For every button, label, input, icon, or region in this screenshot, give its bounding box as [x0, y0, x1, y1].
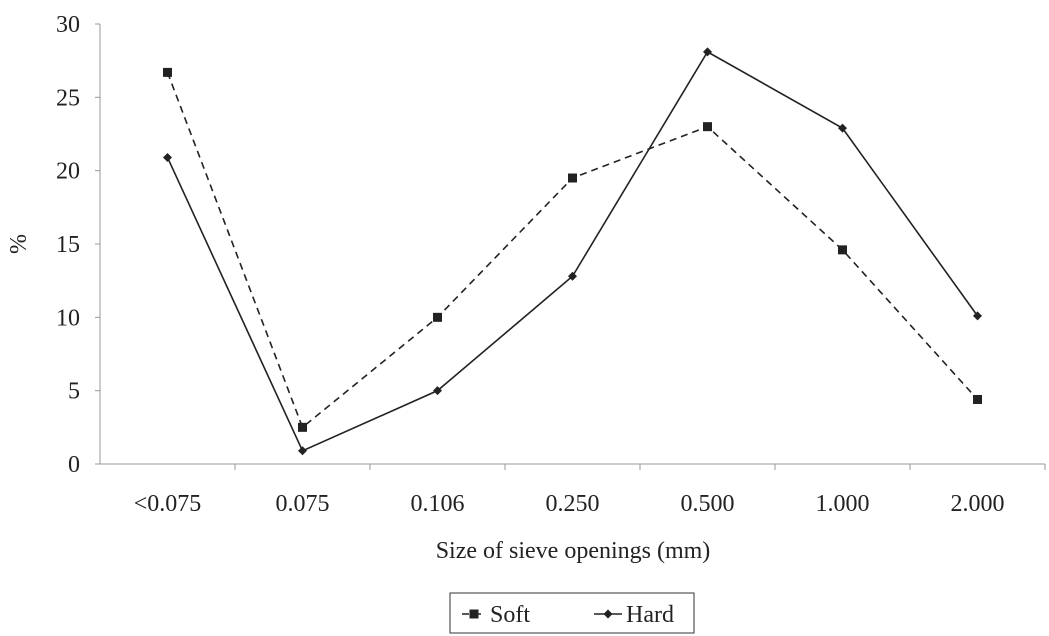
data-point-soft	[433, 312, 442, 322]
data-point-soft	[703, 122, 712, 132]
legend-item-soft: Soft	[462, 602, 530, 628]
data-point-soft	[163, 67, 172, 77]
y-tick-label: 20	[56, 159, 80, 185]
legend-item-hard: Hard	[594, 602, 674, 628]
x-tick-label: 0.075	[276, 491, 330, 517]
y-axis-label: %	[6, 234, 32, 254]
y-tick-label: 30	[56, 12, 80, 38]
x-tick-label: 0.500	[681, 491, 735, 517]
data-point-hard	[838, 123, 847, 133]
x-axis-label: Size of sieve openings (mm)	[436, 538, 711, 564]
data-point-hard	[973, 311, 982, 321]
legend-items: Soft Hard	[462, 602, 674, 628]
x-tick-label: 0.106	[411, 491, 465, 517]
legend-label-hard: Hard	[626, 602, 674, 628]
legend-box	[449, 592, 695, 634]
y-tick-label: 5	[68, 379, 80, 405]
data-point-hard	[433, 386, 442, 396]
y-ticks: 0 5 10 15 20 25 30	[56, 12, 100, 478]
axes	[99, 24, 1045, 465]
y-tick-label: 15	[56, 232, 80, 258]
legend-marker-hard	[603, 609, 613, 619]
data-point-soft	[298, 422, 307, 432]
data-point-soft	[568, 173, 577, 183]
x-ticks: <0.075 0.075 0.106 0.250 0.500 1.000 2.000	[134, 464, 1046, 517]
data-point-hard	[703, 47, 712, 57]
series-hard	[163, 47, 982, 456]
series-line-soft	[166, 72, 979, 429]
series-layer	[163, 47, 982, 456]
data-point-soft	[973, 394, 982, 404]
data-point-hard	[568, 271, 577, 281]
legend-label-soft: Soft	[490, 602, 530, 628]
legend: Soft Hard	[449, 592, 695, 634]
x-tick-label: <0.075	[134, 491, 202, 517]
data-point-hard	[163, 152, 172, 162]
y-tick-label: 25	[56, 85, 80, 111]
series-soft	[163, 67, 982, 432]
legend-marker-soft	[469, 609, 479, 619]
data-point-soft	[838, 245, 847, 255]
y-tick-label: 10	[56, 305, 80, 331]
x-tick-label: 2.000	[951, 491, 1005, 517]
data-point-hard	[298, 446, 307, 456]
y-tick-label: 0	[68, 452, 80, 478]
x-tick-label: 0.250	[546, 491, 600, 517]
x-tick-label: 1.000	[816, 491, 870, 517]
